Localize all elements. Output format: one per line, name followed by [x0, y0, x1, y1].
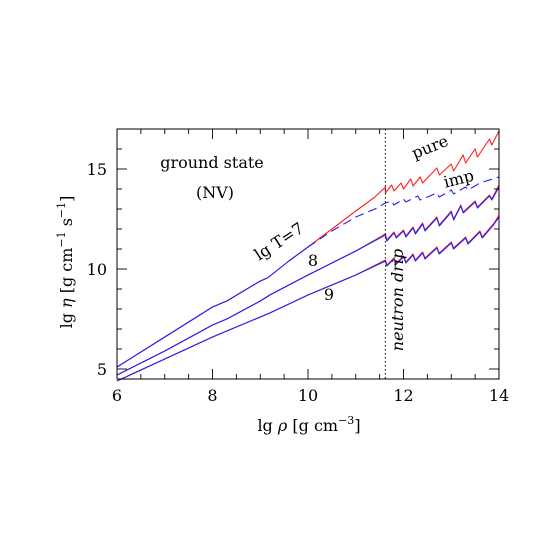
annotation-ground-state: ground state [160, 153, 264, 172]
label-t8: 8 [308, 251, 318, 270]
series-line-t9-pure [116, 214, 500, 382]
label-imp: imp [442, 166, 476, 192]
series-line-t9-imp [116, 216, 500, 382]
y-tick-label: 15 [87, 160, 107, 179]
series-line-t8-pure [116, 184, 500, 376]
x-axis-label: lg ρ [g cm−3] [257, 414, 360, 435]
y-axis-label: lg η [g cm−1 s−1] [55, 196, 76, 329]
annotation-model: (NV) [196, 183, 234, 202]
x-tick-label: 10 [298, 386, 318, 405]
x-tick-label: 14 [489, 386, 509, 405]
x-tick-label: 12 [393, 386, 413, 405]
y-tick-label: 10 [87, 260, 107, 279]
series-line-t7-imp [116, 246, 309, 368]
y-tick-label: 5 [97, 360, 107, 379]
label-pure: pure [409, 131, 451, 163]
series-layer [116, 130, 500, 382]
x-tick-label: 8 [207, 386, 217, 405]
x-tick-label: 6 [112, 386, 122, 405]
axis-ticks: 6 8 10 12 14 5 10 15 [87, 128, 509, 405]
label-neutron-drip: neutron drip [388, 249, 407, 351]
series-line-t7-imp-dash [307, 176, 500, 248]
label-t9: 9 [324, 285, 334, 304]
label-lg-t7: lg T=7 [251, 219, 307, 265]
series-line-t8-imp [116, 186, 500, 376]
